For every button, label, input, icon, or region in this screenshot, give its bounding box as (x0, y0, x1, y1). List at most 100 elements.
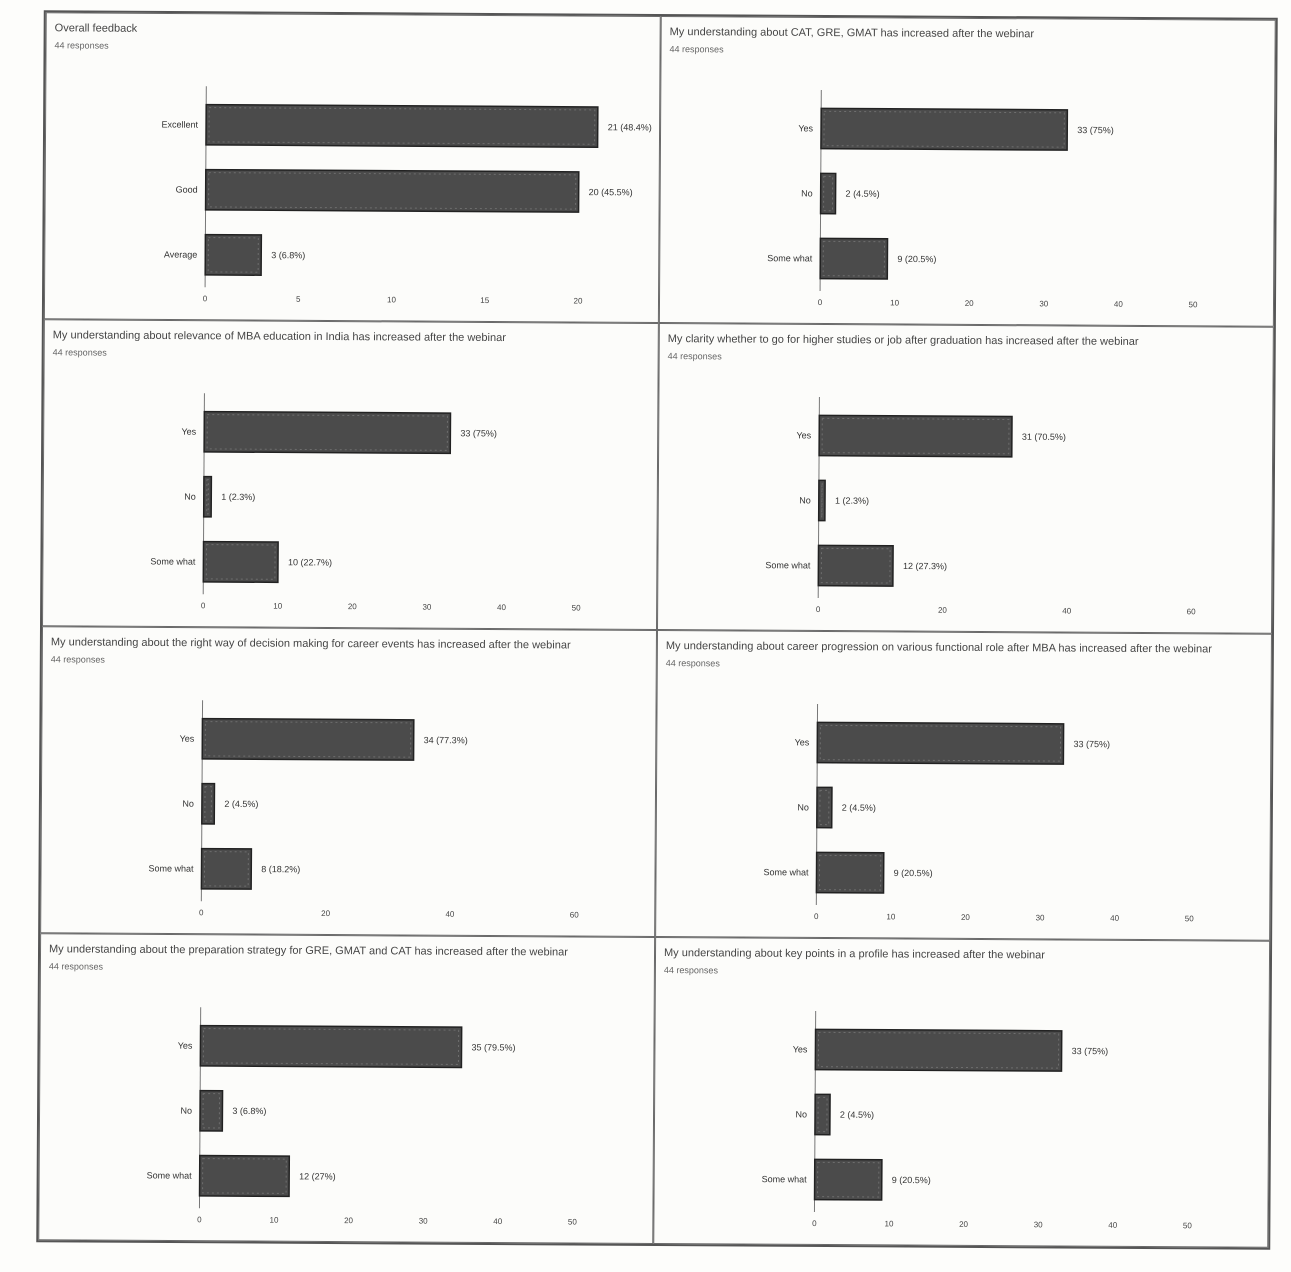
data-label: 9 (20.5%) (892, 1175, 931, 1185)
category-label: Average (164, 249, 197, 259)
category-label: Some what (765, 560, 811, 570)
category-label: Yes (181, 427, 196, 437)
x-tick-label: 50 (568, 1217, 578, 1226)
x-tick-label: 10 (886, 912, 896, 921)
bar-texture (823, 110, 1065, 148)
x-tick-label: 0 (814, 912, 819, 921)
x-tick-label: 0 (197, 1215, 202, 1224)
bar-chart-3: 0 10 20 30 40 50 Yes 33 (75%) No 1 (2.3%) Some wha… (150, 393, 581, 613)
x-tick-label: 50 (1185, 914, 1195, 923)
bar-texture (823, 175, 834, 212)
bar-texture (817, 1031, 1060, 1069)
bar (202, 540, 279, 584)
data-label: 31 (70.5%) (1022, 432, 1066, 442)
bar-texture (818, 854, 882, 891)
category-label: No (181, 1106, 193, 1116)
x-tick-label: 20 (938, 606, 948, 615)
bar-texture (819, 724, 1062, 762)
bar-chart-4: 0 20 40 60 Yes 31 (70.5%) No 1 (2.3%) Some what 1… (765, 396, 1196, 616)
data-label: 21 (48.4%) (608, 122, 652, 132)
x-tick-label: 10 (273, 602, 283, 611)
bar-texture (820, 547, 891, 584)
data-label: 1 (2.3%) (835, 496, 869, 506)
category-label: No (799, 495, 811, 505)
data-label: 2 (4.5%) (846, 189, 880, 199)
bar-texture (205, 544, 276, 580)
x-tick-label: 40 (445, 910, 455, 919)
x-tick-label: 15 (480, 296, 490, 305)
category-label: Some what (148, 863, 194, 873)
category-label: No (184, 492, 196, 502)
bar-chart-1: 0 5 10 15 20 Excellent 21 (48.4%) Good 20 (45.5%… (162, 86, 652, 306)
category-label: Yes (793, 1044, 808, 1054)
chart-panel-7: My understanding about the preparation s… (38, 933, 656, 1244)
data-label: 2 (4.5%) (840, 1110, 874, 1120)
data-label: 3 (6.8%) (232, 1106, 266, 1116)
x-tick-label: 20 (574, 296, 584, 305)
category-label: Some what (767, 253, 813, 263)
data-label: 33 (75%) (1073, 739, 1110, 749)
bar (816, 721, 1065, 765)
bar (820, 107, 1069, 151)
bar (813, 1158, 883, 1201)
category-label: No (182, 799, 194, 809)
x-tick-label: 50 (1183, 1221, 1193, 1230)
category-label: Excellent (162, 119, 199, 129)
x-tick-label: 10 (890, 298, 900, 307)
data-label: 3 (6.8%) (271, 250, 305, 260)
x-tick-label: 30 (419, 1217, 429, 1226)
x-tick-label: 20 (961, 913, 971, 922)
category-label: Yes (180, 734, 195, 744)
bar-chart-6: 0 10 20 30 40 50 Yes 33 (75%) No 2 (4.5%) Some wha… (763, 703, 1195, 923)
x-tick-label: 0 (816, 605, 821, 614)
data-label: 34 (77.3%) (424, 735, 468, 745)
chart-panel-6: My understanding about career progressio… (655, 630, 1272, 941)
x-tick-label: 40 (1110, 914, 1120, 923)
data-label: 20 (45.5%) (589, 187, 633, 197)
bar-texture (202, 1158, 287, 1194)
chart-panel-8: My understanding about key points in a p… (653, 936, 1271, 1248)
x-tick-label: 30 (1034, 1220, 1044, 1229)
bar-chart-2: 0 10 20 30 40 50 Yes 33 (75%) No 2 (4.5%) Some wha… (767, 89, 1198, 309)
bar-chart-5: 0 20 40 60 Yes 34 (77.3%) No 2 (4.5%) Some what 8… (148, 700, 580, 920)
data-label: 33 (75%) (1077, 125, 1114, 135)
x-tick-label: 30 (1036, 913, 1046, 922)
bar (199, 1024, 463, 1069)
x-tick-label: 40 (493, 1217, 503, 1226)
bar (817, 544, 894, 587)
x-tick-label: 60 (570, 910, 580, 919)
data-label: 9 (20.5%) (897, 254, 936, 264)
bar (204, 168, 580, 213)
x-tick-label: 0 (201, 601, 206, 610)
bar (200, 847, 253, 890)
x-tick-label: 40 (1114, 300, 1124, 309)
bar-texture (203, 851, 249, 887)
bar (816, 786, 833, 829)
x-tick-label: 10 (387, 295, 397, 304)
bar (814, 1028, 1063, 1072)
bar (815, 851, 885, 894)
bar (819, 237, 889, 280)
x-tick-label: 20 (344, 1216, 354, 1225)
category-label: Yes (178, 1041, 193, 1051)
chart-panel-4: My clarity whether to go for higher stud… (657, 323, 1274, 634)
category-label: Good (176, 185, 198, 195)
bar-texture (202, 1028, 460, 1065)
bar (819, 172, 837, 215)
x-tick-label: 0 (818, 298, 823, 307)
bar (205, 103, 599, 149)
data-label: 33 (75%) (460, 428, 497, 438)
x-tick-label: 20 (321, 909, 331, 918)
x-tick-label: 40 (497, 603, 507, 612)
bar (201, 717, 415, 761)
data-label: 8 (18.2%) (261, 864, 300, 874)
category-label: Yes (795, 737, 810, 747)
x-tick-label: 0 (203, 294, 208, 303)
data-label: 10 (22.7%) (288, 557, 332, 567)
x-tick-label: 40 (1108, 1221, 1118, 1230)
category-label: Yes (796, 430, 811, 440)
data-label: 2 (4.5%) (842, 803, 876, 813)
bar-chart-7: 0 10 20 30 40 50 Yes 35 (79.5%) No 3 (6.8%) Some w… (147, 1007, 578, 1227)
bar (199, 1089, 224, 1132)
bar (201, 782, 216, 825)
